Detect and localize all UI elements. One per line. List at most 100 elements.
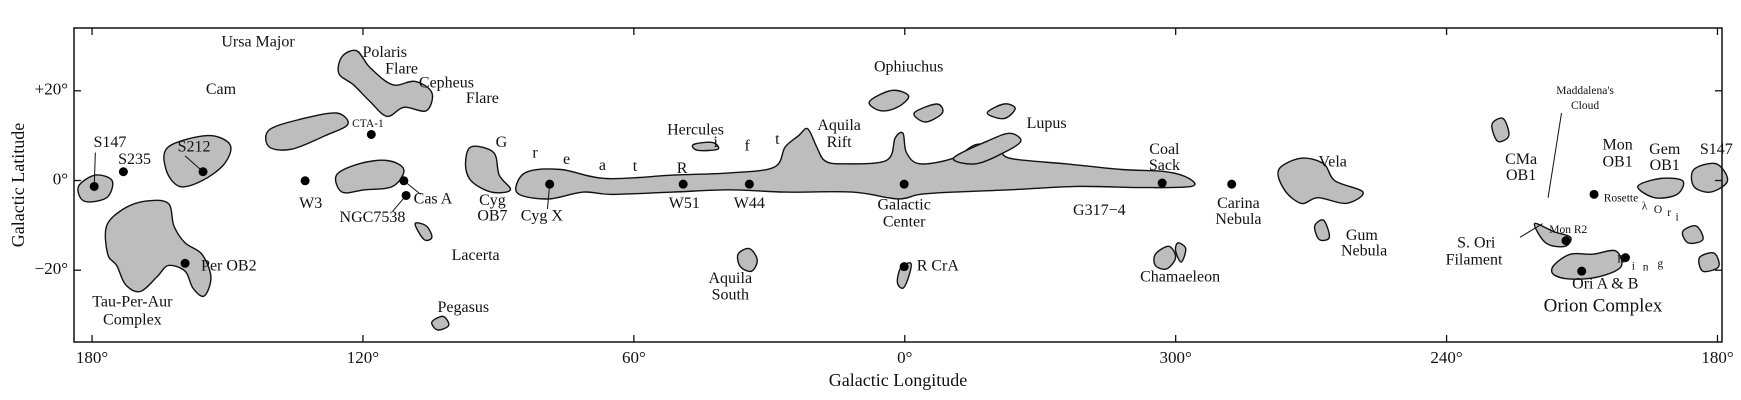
region-label: Lupus xyxy=(1027,115,1067,132)
region-label: Sack xyxy=(1149,157,1180,174)
region-label: G317−4 xyxy=(1073,202,1126,219)
cloud xyxy=(265,112,349,151)
region-label: OB1 xyxy=(1602,153,1632,170)
ring-letter: n xyxy=(1643,261,1649,273)
cloud xyxy=(1313,219,1331,242)
rift-letter: t xyxy=(633,158,638,175)
source-dot xyxy=(899,179,909,189)
region-label: Cas A xyxy=(414,191,453,208)
x-tick-label: 180° xyxy=(1701,348,1733,367)
source-dot xyxy=(180,258,190,268)
y-tick-label: 0° xyxy=(53,169,68,188)
region-label: NGC7538 xyxy=(340,209,406,226)
region-label: Hercules xyxy=(667,122,724,139)
source-dot xyxy=(899,262,909,272)
rift-letter: i xyxy=(713,134,718,151)
region-label: South xyxy=(712,287,749,304)
rift-letter: a xyxy=(599,157,606,174)
ring-letter: i xyxy=(1675,212,1678,224)
rift-letter: r xyxy=(532,144,538,161)
cloud xyxy=(334,159,405,194)
region-label: Cyg X xyxy=(521,208,564,225)
cloud xyxy=(515,127,1196,200)
region-label: Coal xyxy=(1149,141,1180,158)
cloud xyxy=(1174,242,1187,263)
cloud-layer xyxy=(77,49,1729,331)
region-label: Vela xyxy=(1318,153,1346,170)
rift-letter: G xyxy=(496,134,508,151)
region-label: Cam xyxy=(206,81,237,98)
region-label: OB7 xyxy=(477,208,507,225)
source-dot xyxy=(401,190,411,200)
x-axis-label: Galactic Longitude xyxy=(829,370,967,390)
x-tick-label: 240° xyxy=(1430,348,1462,367)
region-label: Aquila xyxy=(709,270,753,287)
cloud xyxy=(1698,252,1720,273)
region-label: Lacerta xyxy=(452,247,500,264)
region-label: S235 xyxy=(118,151,151,168)
region-label: Maddalena's xyxy=(1556,85,1614,97)
source-dot xyxy=(300,176,310,186)
region-label: OB1 xyxy=(1506,167,1536,184)
source-dot xyxy=(1227,179,1237,189)
region-label: S. Ori xyxy=(1457,235,1496,252)
source-dot xyxy=(1589,189,1599,199)
source-dot xyxy=(1157,178,1167,188)
y-axis-label: Galactic Latitude xyxy=(8,123,28,247)
cloud xyxy=(1277,157,1364,205)
region-label: Filament xyxy=(1446,252,1503,269)
region-label: Complex xyxy=(103,312,162,329)
rift-letter: f xyxy=(744,138,750,155)
region-label: Per OB2 xyxy=(201,257,257,274)
source-dot xyxy=(1561,236,1571,246)
region-label: Cloud xyxy=(1571,100,1599,112)
ring-letter: r xyxy=(1667,207,1671,219)
region-label: Cepheus xyxy=(419,74,474,91)
x-tick-label: 300° xyxy=(1160,348,1192,367)
source-dot xyxy=(399,176,409,186)
x-tick-label: 60° xyxy=(622,348,646,367)
region-label: Ophiuchus xyxy=(874,58,943,75)
region-label: Galactic xyxy=(878,196,931,213)
region-label: Cyg xyxy=(479,192,506,209)
region-label: Carina xyxy=(1217,195,1260,212)
region-label: Flare xyxy=(466,90,499,107)
region-label: CMa xyxy=(1505,151,1537,168)
region-label: Ursa Major xyxy=(221,34,295,51)
region-label: W3 xyxy=(299,195,322,212)
region-label: Chamaeleon xyxy=(1140,269,1220,286)
y-tick-label: +20° xyxy=(35,80,68,99)
region-label: Gum xyxy=(1346,227,1379,244)
source-dot xyxy=(118,167,128,177)
cloud xyxy=(986,103,1016,120)
cloud xyxy=(1637,177,1685,199)
cloud xyxy=(1681,225,1704,245)
rift-letter: e xyxy=(563,151,570,168)
region-label: S212 xyxy=(178,139,211,156)
y-tick-label: −20° xyxy=(35,259,68,278)
region-label: W51 xyxy=(669,195,700,212)
region-label: OB1 xyxy=(1650,157,1680,174)
source-dot xyxy=(545,179,555,189)
region-label: Pegasus xyxy=(438,299,490,316)
source-dot xyxy=(366,129,376,139)
region-label: S147 xyxy=(1700,141,1733,158)
plot-frame xyxy=(73,27,1723,343)
cloud xyxy=(104,199,212,298)
region-label: Gem xyxy=(1649,141,1681,158)
leader-line xyxy=(93,152,96,187)
region-label: CTA-1 xyxy=(352,118,384,130)
cloud xyxy=(431,315,450,331)
rift-letter: t xyxy=(775,131,780,148)
x-tick-label: 180° xyxy=(76,348,108,367)
cloud xyxy=(464,145,512,194)
region-label: W44 xyxy=(734,195,765,212)
region-label: Mon R2 xyxy=(1549,224,1587,236)
region-label: Aquila xyxy=(817,117,861,134)
source-dot xyxy=(1620,253,1630,263)
region-label: Tau-Per-Aur xyxy=(92,293,173,310)
source-dot xyxy=(744,179,754,189)
x-tick-label: 120° xyxy=(347,348,379,367)
leader-line xyxy=(1547,112,1563,198)
